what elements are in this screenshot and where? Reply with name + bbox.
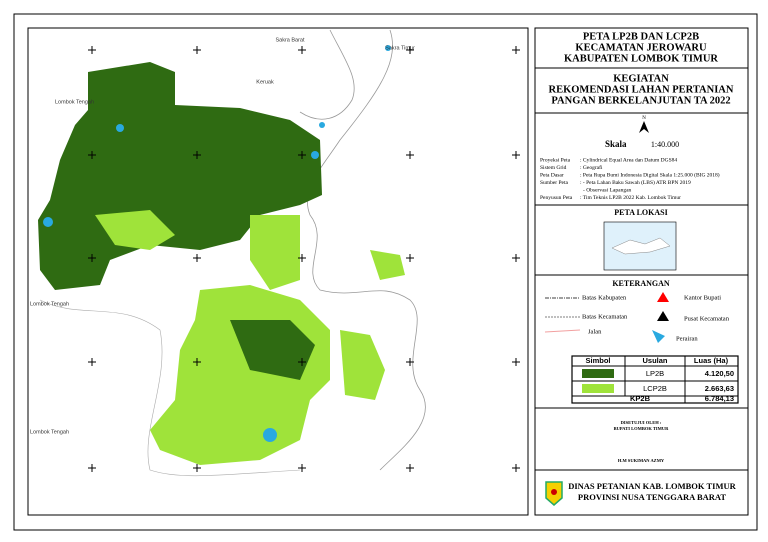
legend-item: Jalan: [588, 328, 602, 335]
grid-cross: [512, 46, 520, 54]
area-table: [571, 355, 739, 404]
metadata-key: Sumber Peta: [540, 180, 569, 186]
grid-cross: [88, 358, 96, 366]
lcp2b-area: [250, 215, 300, 290]
metadata: Proyeksi Peta : Cylindrical Equal Area da…: [540, 157, 720, 201]
outer-border: [13, 13, 758, 531]
legend-item: Pusat Kecamatan: [684, 315, 730, 322]
north-arrow: [639, 121, 649, 133]
place-label: Keruak: [256, 79, 274, 85]
grid-crosses: [88, 46, 520, 472]
grid-cross: [88, 46, 96, 54]
approval: BUPATI LOMBOK TIMUR: [614, 426, 670, 431]
metadata-key: Peta Dasar: [540, 172, 564, 178]
place-label: Sakra Timur: [385, 45, 415, 51]
place-label: Lombok Tengah: [55, 99, 94, 105]
table-cell: 6.784,13: [705, 394, 734, 403]
metadata-key: Sistem Grid: [540, 165, 567, 171]
footer: PROVINSI NUSA TENGGARA BARAT: [578, 492, 727, 502]
grid-cross: [88, 254, 96, 262]
lcp2b-area: [370, 250, 405, 280]
table-cell: LCP2B: [643, 384, 667, 393]
grid-cross: [298, 358, 306, 366]
lcp2b-area: [340, 330, 385, 400]
approval: DISETUJUI OLEH :: [621, 420, 662, 425]
legend-item: Kantor Bupati: [684, 294, 721, 301]
grid-cross: [512, 464, 520, 472]
lcp2b-area: [150, 285, 330, 465]
map-body: Sakra Barat Sakra Timur Keruak Lombok Te…: [30, 29, 520, 477]
location-title: PETA LOKASI: [614, 208, 667, 217]
activity: REKOMENDASI LAHAN PERTANIAN: [549, 84, 734, 95]
metadata-key: Proyeksi Peta: [540, 157, 571, 163]
title: KABUPATEN LOMBOK TIMUR: [564, 53, 718, 64]
table-header: Usulan: [642, 356, 667, 365]
metadata-value: : Cylindrical Equal Area dan Datum DGS84: [580, 157, 677, 163]
metadata-key: Penyusun Peta: [540, 195, 573, 201]
table-cell: 2.663,63: [705, 384, 734, 393]
metadata-value: : - Peta Lahan Baku Sawah (LBS) ATR BPN …: [580, 179, 691, 186]
grid-cross: [298, 151, 306, 159]
grid-cross: [406, 358, 414, 366]
place-label: Sakra Barat: [275, 37, 305, 43]
grid-cross: [88, 151, 96, 159]
grid-cross: [512, 254, 520, 262]
title: PETA LP2B DAN LCP2B: [583, 31, 699, 42]
coastline: [306, 29, 426, 471]
grid-cross: [406, 254, 414, 262]
legend-item: Batas Kecamatan: [582, 313, 628, 320]
grid-cross: [193, 358, 201, 366]
metadata-value: : Peta Rupa Bumi Indonesia Digital Skala…: [580, 171, 720, 178]
activity: PANGAN BERKELANJUTAN TA 2022: [551, 95, 730, 106]
grid-cross: [193, 464, 201, 472]
water: [43, 45, 391, 442]
metadata-value: : Tim Teknis LP2B 2022 Kab. Lombok Timur: [580, 195, 681, 201]
title: KECAMATAN JEROWARU: [575, 42, 707, 53]
grid-cross: [298, 254, 306, 262]
legend-item: Perairan: [676, 335, 698, 342]
grid-cross: [193, 254, 201, 262]
lp2b-area: [230, 320, 315, 380]
scale-value: 1:40.000: [651, 140, 679, 149]
legend-symbols: [544, 292, 669, 343]
grid-cross: [406, 151, 414, 159]
table-header: Luas (Ha): [694, 356, 729, 365]
place-label: Lombok Tengah: [30, 429, 69, 435]
table-cell: LP2B: [646, 369, 664, 378]
grid-cross: [88, 464, 96, 472]
location-island: [611, 237, 671, 255]
approval-name: H.M SUKIMAN AZMY: [618, 458, 665, 463]
side-panel: [534, 27, 749, 516]
table-cell: 4.120,50: [705, 369, 734, 378]
footer: DINAS PETANIAN KAB. LOMBOK TIMUR: [568, 481, 736, 491]
metadata-value: : Geografi: [580, 164, 603, 171]
panel-dividers: [535, 67, 748, 471]
grid-cross: [512, 151, 520, 159]
boundary: [39, 299, 301, 477]
table-cell: KP2B: [630, 394, 651, 403]
metadata-value: - Observasi Lapangan: [583, 187, 632, 193]
coastline: [299, 29, 355, 120]
grid-cross: [298, 464, 306, 472]
grid-cross: [406, 46, 414, 54]
legend-title: KETERANGAN: [612, 279, 670, 288]
grid-cross: [193, 46, 201, 54]
place-label: Lombok Tengah: [30, 301, 69, 307]
grid-cross: [406, 464, 414, 472]
north-label: N: [642, 116, 646, 121]
logo: [545, 481, 563, 506]
table-header: Simbol: [585, 356, 610, 365]
grid-cross: [512, 358, 520, 366]
legend-item: Batas Kabupaten: [582, 294, 627, 301]
scale-label: Skala: [605, 139, 627, 149]
grid-cross: [193, 151, 201, 159]
lcp2b-area: [95, 210, 175, 250]
grid-cross: [298, 46, 306, 54]
activity-heading: KEGIATAN: [613, 73, 669, 84]
map-frame: [27, 27, 529, 516]
